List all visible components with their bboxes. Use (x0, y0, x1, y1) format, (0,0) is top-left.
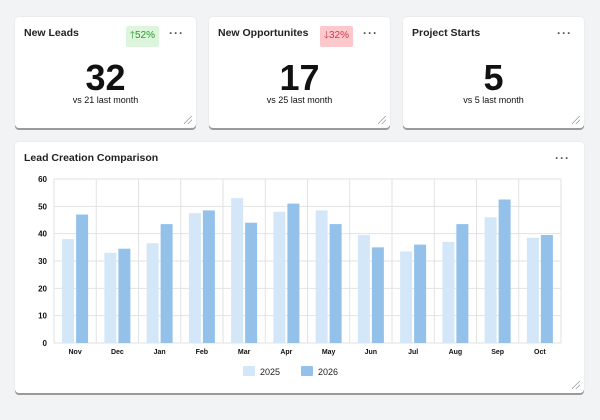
arrow-up-icon: 🡑 (129, 30, 135, 41)
y-tick-label: 10 (38, 312, 47, 321)
bar-2025-jun (357, 235, 370, 343)
bar-2025-oct (526, 237, 539, 343)
x-tick-label: Aug (449, 349, 463, 356)
more-options-button[interactable]: ··· (363, 26, 378, 40)
y-tick-label: 20 (38, 284, 47, 293)
kpi-value: 5 (483, 57, 504, 98)
kpi-title: New Leads (24, 27, 79, 39)
y-tick-label: 60 (38, 175, 47, 184)
chart-card: Lead Creation Comparison ··· 0 10 20 30 40 50… (15, 142, 584, 393)
x-tick-label: Jan (154, 349, 166, 356)
bar-2025-jul (400, 251, 413, 343)
legend-swatch (301, 366, 313, 376)
kpi-card: New Opportunites ··· 🡓32% 17 vs 25 last mo… (209, 17, 390, 128)
x-tick-label: Jun (365, 349, 377, 356)
x-tick-label: May (322, 349, 336, 356)
bar-2025-aug (442, 241, 455, 343)
trend-badge: 🡓32% (319, 26, 353, 47)
more-options-button[interactable]: ··· (557, 26, 572, 40)
bar-2025-mar (231, 198, 244, 343)
kpi-value: 32 (85, 57, 126, 98)
bar-2025-dec (104, 252, 117, 343)
kpi-comparison: vs 21 last month (72, 95, 139, 105)
bar-2026-apr (287, 203, 300, 343)
trend-badge: 🡑52% (125, 26, 159, 47)
x-tick-label: Nov (69, 349, 82, 356)
y-tick-label: 50 (38, 202, 47, 211)
legend-label: 2026 (318, 367, 338, 377)
kpi-comparison: vs 5 last month (463, 95, 524, 105)
bar-2025-jan (146, 243, 159, 343)
bar-2026-jan (160, 224, 173, 343)
x-tick-label: Sep (491, 349, 504, 356)
legend-swatch (243, 366, 255, 376)
resize-handle[interactable] (572, 381, 580, 389)
bar-2025-may (315, 210, 328, 343)
bar-2025-nov (62, 239, 75, 343)
arrow-down-icon: 🡓 (323, 30, 329, 41)
kpi-title: Project Starts (412, 27, 481, 39)
more-options-button[interactable]: ··· (555, 151, 570, 165)
more-options-button[interactable]: ··· (169, 26, 184, 40)
y-tick-label: 0 (43, 339, 48, 348)
legend-label: 2025 (260, 367, 280, 377)
resize-handle[interactable] (184, 116, 192, 124)
bar-2025-apr (273, 211, 286, 343)
bar-2026-jun (371, 247, 384, 343)
x-tick-label: Apr (280, 349, 292, 356)
bar-2026-oct (540, 235, 553, 343)
bar-2026-sep (498, 199, 511, 343)
x-tick-label: Dec (111, 349, 124, 356)
x-tick-label: Feb (196, 349, 208, 356)
kpi-value: 17 (279, 57, 320, 98)
x-tick-label: Jul (408, 349, 418, 356)
kpi-comparison: vs 25 last month (266, 95, 333, 105)
bar-2026-nov (76, 214, 89, 343)
bar-2026-aug (456, 224, 469, 343)
bar-2026-mar (245, 222, 258, 343)
bar-2025-sep (484, 217, 497, 343)
bar-2026-feb (202, 210, 215, 343)
y-tick-label: 40 (38, 230, 47, 239)
kpi-card: Project Starts ··· 5 vs 5 last month (403, 17, 584, 128)
bar-2026-may (329, 224, 342, 343)
y-tick-label: 30 (38, 257, 47, 266)
kpi-title: New Opportunites (218, 27, 309, 39)
x-tick-label: Oct (534, 349, 546, 356)
kpi-card: New Leads ··· 🡑52% 32 vs 21 last month (15, 17, 196, 128)
bar-2026-dec (118, 248, 131, 343)
resize-handle[interactable] (378, 116, 386, 124)
bar-2025-feb (188, 213, 201, 343)
bar-2026-jul (414, 244, 427, 343)
bar-chart: 0 10 20 30 40 50 60 Nov Dec Jan Feb Mar Apr May Jun Jul… (38, 175, 562, 377)
x-tick-label: Mar (238, 349, 251, 356)
chart-title: Lead Creation Comparison (24, 152, 159, 164)
resize-handle[interactable] (572, 116, 580, 124)
